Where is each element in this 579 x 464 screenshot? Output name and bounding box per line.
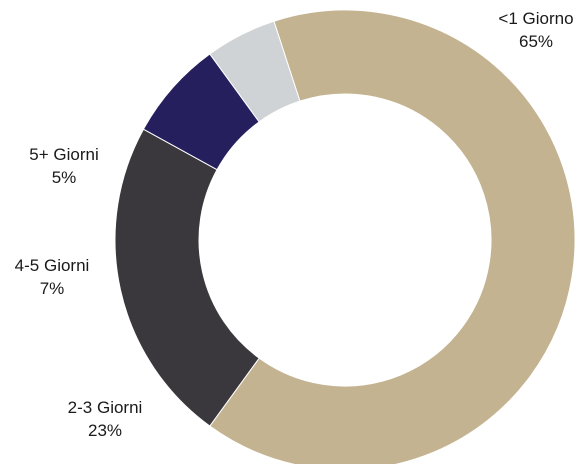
slice-value-label-3: 5% [52, 168, 77, 187]
slice-label-0: <1 Giorno [498, 9, 573, 28]
slice-value-label-0: 65% [519, 32, 553, 51]
slice-label-2: 4-5 Giorni [15, 256, 90, 275]
slice-value-label-1: 23% [88, 421, 122, 440]
donut-slice-0 [209, 9, 576, 464]
slice-value-label-2: 7% [40, 279, 65, 298]
donut-slice-3 [209, 20, 301, 123]
slice-labels: <1 Giorno 65% 2-3 Giorni 23% 4-5 Giorni 7% 5+ … [15, 9, 574, 440]
slice-label-3: 5+ Giorni [29, 145, 98, 164]
donut-slices [114, 9, 576, 464]
donut-slice-1 [114, 128, 260, 427]
slice-label-1: 2-3 Giorni [68, 398, 143, 417]
